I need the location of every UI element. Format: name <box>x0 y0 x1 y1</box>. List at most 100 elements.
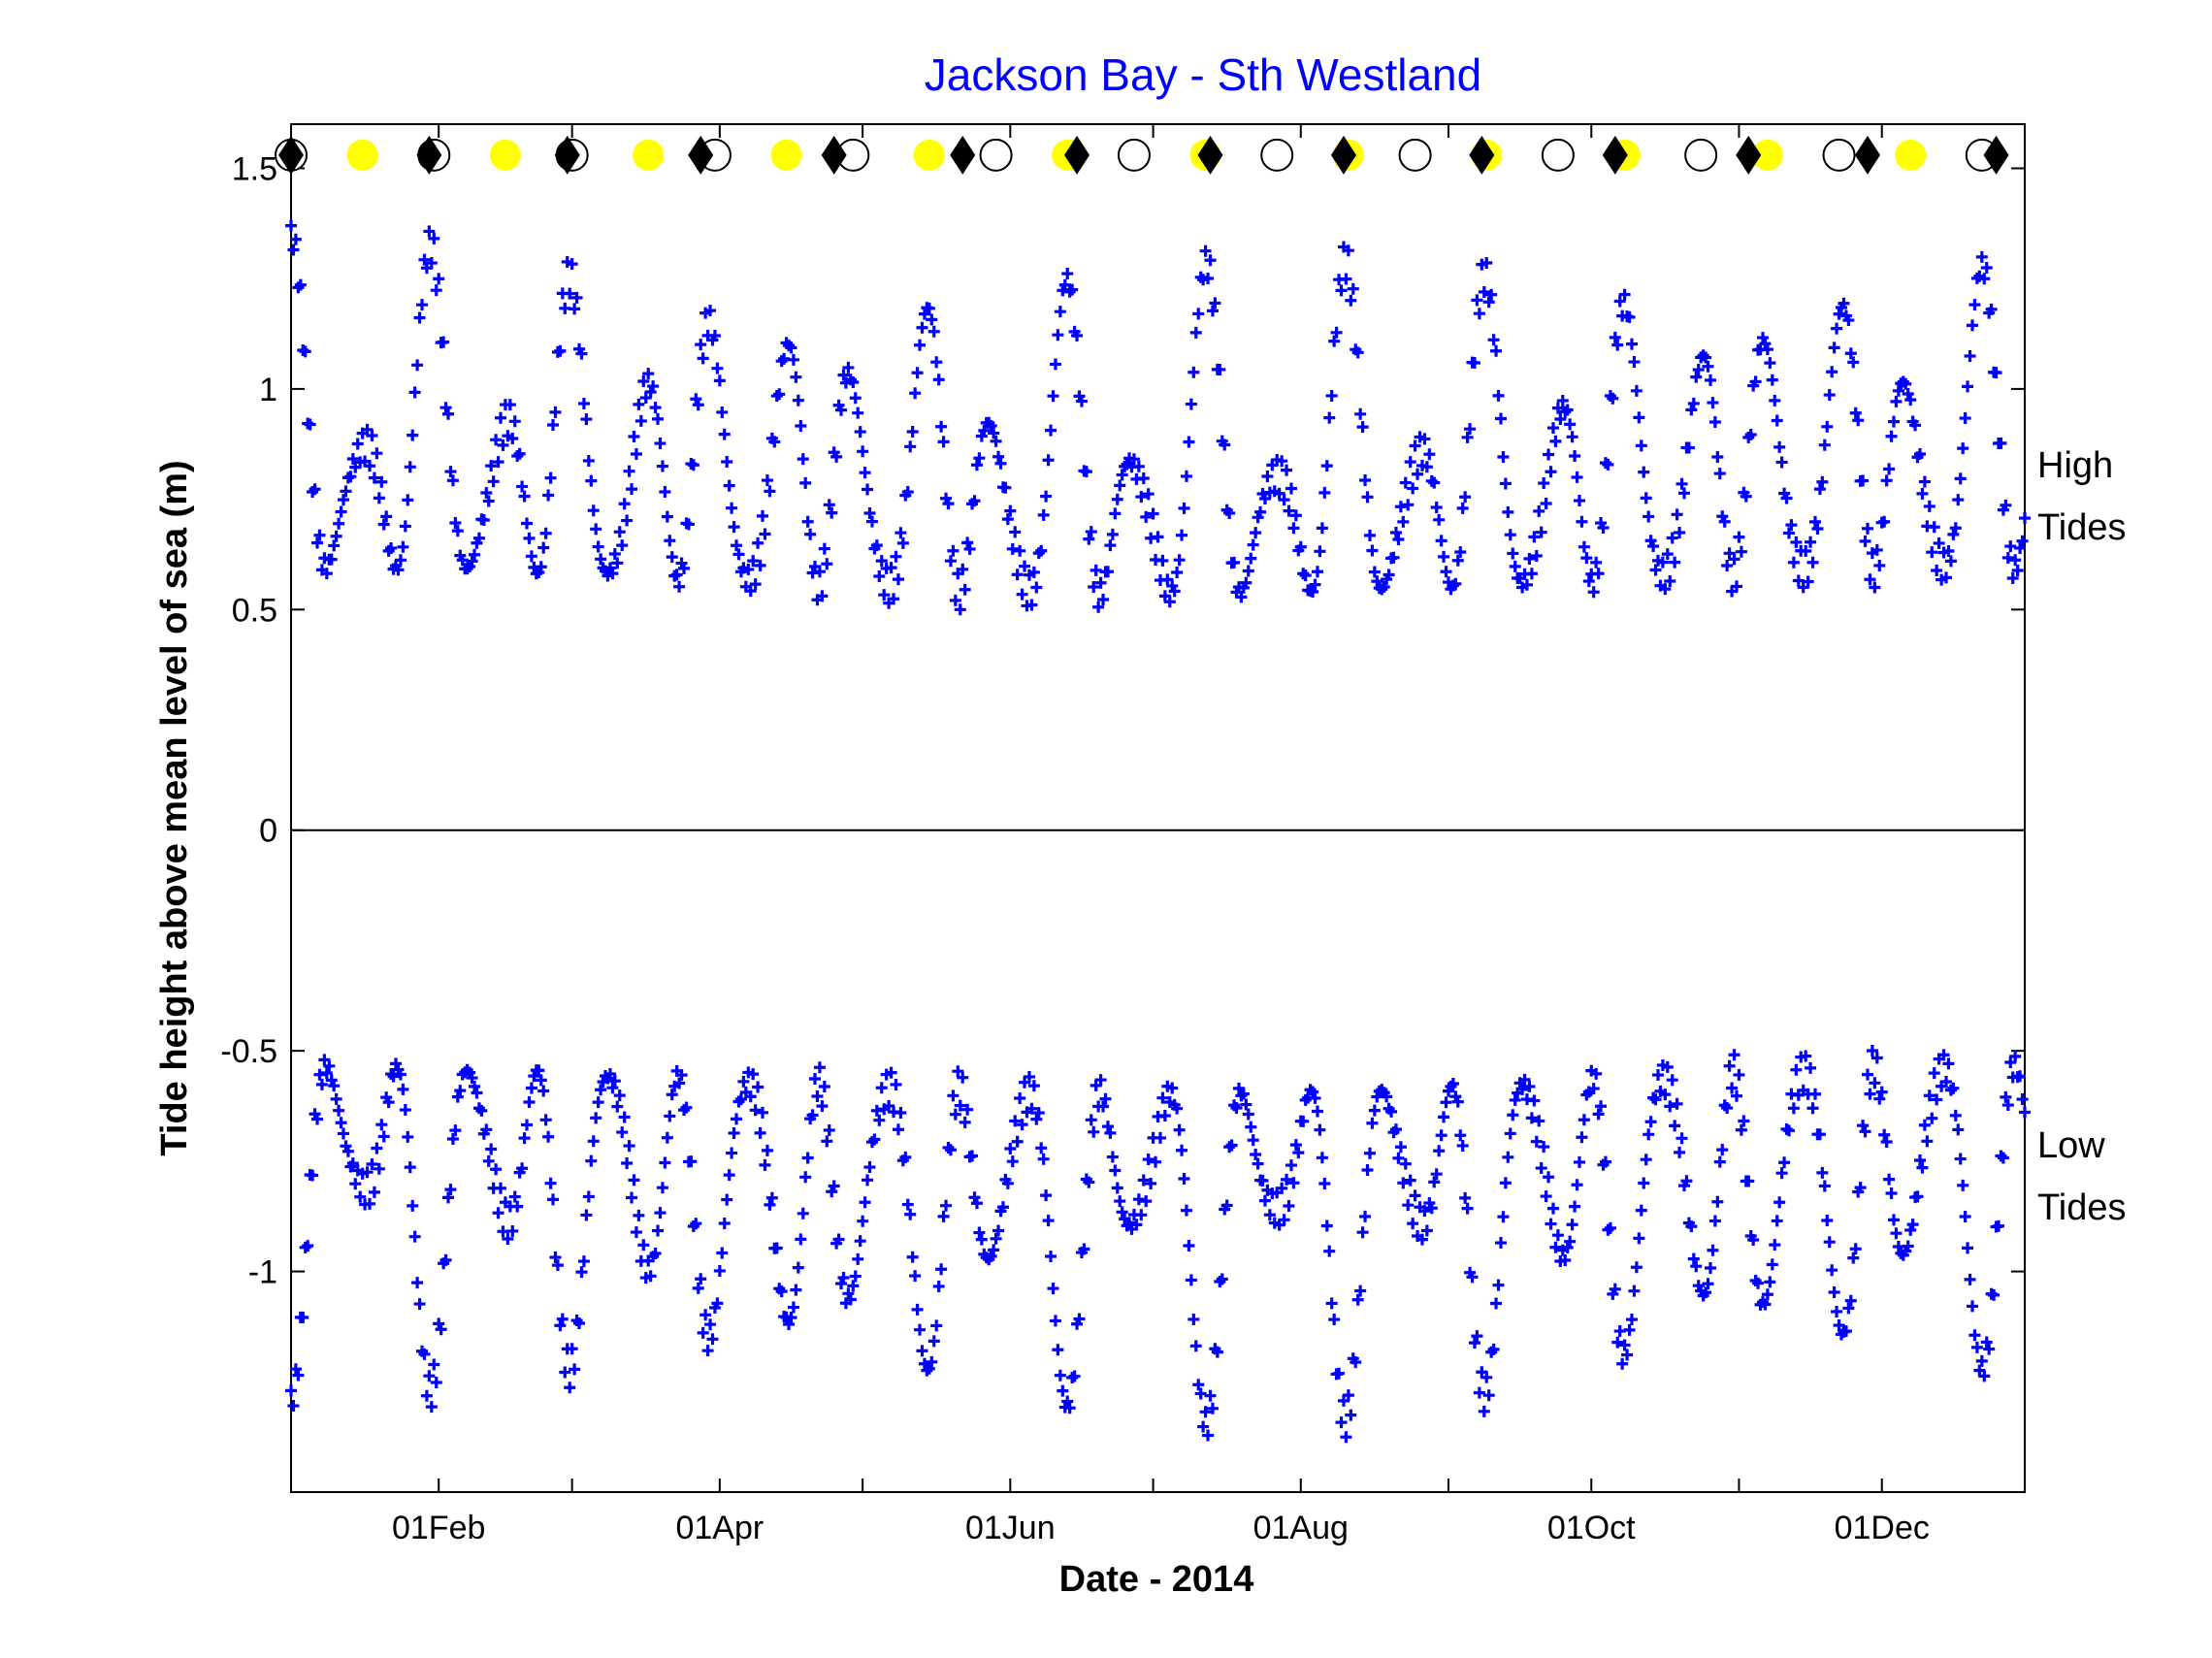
high-tide-point <box>1366 544 1379 557</box>
low-tide-point <box>1826 1264 1838 1277</box>
high-tide-point <box>1204 254 1217 267</box>
y-axis-label: Tide height above mean level of sea (m) <box>154 460 195 1155</box>
low-tide-point <box>1438 1111 1450 1123</box>
high-tide-point <box>1135 491 1148 504</box>
high-tide-point <box>1192 308 1205 320</box>
high-tide-point <box>1451 554 1464 567</box>
high-tide-point <box>1954 472 1967 485</box>
low-tide-point <box>618 1111 631 1123</box>
low-tide-point <box>1368 1104 1381 1117</box>
high-tide-point <box>1420 461 1433 473</box>
low-tide-point <box>1782 1124 1795 1137</box>
high-tide-point <box>1454 545 1467 558</box>
high-tide-point <box>768 436 781 448</box>
low-tide-point <box>837 1272 850 1284</box>
low-tide-point <box>2014 1070 2027 1083</box>
low-tide-point <box>1142 1154 1155 1166</box>
high-tide-point <box>1556 394 1569 406</box>
low-tide-point <box>809 1073 822 1086</box>
high-tide-point <box>1214 363 1226 375</box>
high-tide-point <box>1242 565 1254 577</box>
high-tide-point <box>1800 545 1812 558</box>
high-tide-point <box>613 526 626 538</box>
low-tide-point <box>842 1287 855 1300</box>
low-tide-point <box>1052 1344 1064 1356</box>
low-tide-point <box>1447 1078 1459 1090</box>
high-tide-point <box>764 485 776 498</box>
high-tide-point <box>1878 515 1891 528</box>
low-tide-point <box>338 1127 350 1140</box>
low-tide-point <box>444 1184 457 1196</box>
low-tide-point <box>721 1193 733 1206</box>
high-tide-point <box>1766 374 1778 386</box>
high-tide-point <box>865 515 878 528</box>
high-tide-point <box>1330 326 1343 339</box>
high-tide-point <box>1187 366 1200 378</box>
high-tide-point <box>1042 454 1055 467</box>
low-tide-point <box>1628 1284 1641 1297</box>
low-tide-point <box>1176 1144 1188 1156</box>
low-tide-point <box>1711 1195 1724 1208</box>
low-tide-point <box>1001 1177 1014 1189</box>
low-tide-point <box>1687 1252 1700 1265</box>
high-tide-point <box>747 555 760 568</box>
low-tide-point <box>292 1369 305 1382</box>
high-tide-point <box>504 399 516 411</box>
high-tide-point <box>2011 565 2024 577</box>
x-axis-label: Date - 2014 <box>1059 1559 1254 1600</box>
high-tide-point <box>926 313 938 326</box>
high-tide-point <box>1887 415 1900 428</box>
high-tide-point <box>1176 529 1188 541</box>
high-tide-point <box>413 311 426 324</box>
low-tide-point <box>313 1068 326 1081</box>
low-tide-point <box>1068 1370 1081 1382</box>
high-tide-point <box>451 525 464 537</box>
high-tide-point <box>1127 453 1140 466</box>
low-tide-point <box>770 1242 783 1254</box>
low-tide-point <box>973 1226 986 1239</box>
high-tide-point <box>1027 566 1040 578</box>
low-tide-point <box>926 1355 938 1368</box>
high-tide-point <box>1209 297 1221 309</box>
low-tide-point <box>1132 1193 1145 1206</box>
low-tide-point <box>1045 1250 1057 1262</box>
low-tide-point <box>390 1057 403 1070</box>
high-tide-point <box>289 233 302 245</box>
low-tide-point <box>373 1162 385 1175</box>
low-tide-point <box>1675 1132 1688 1145</box>
high-tide-point <box>480 487 493 500</box>
low-tide-point <box>1735 1123 1747 1136</box>
low-tide-point <box>644 1270 657 1283</box>
high-tide-point <box>438 336 450 348</box>
low-tide-point <box>1964 1273 1976 1285</box>
high-tide-point <box>397 540 409 553</box>
high-tide-point <box>823 499 835 511</box>
low-tide-point <box>1418 1205 1431 1218</box>
high-tide-point <box>564 287 576 300</box>
low-tide-point <box>704 1318 717 1331</box>
low-tide-point <box>525 1082 537 1094</box>
high-tide-point <box>1909 419 1922 432</box>
low-tide-point <box>354 1190 367 1203</box>
low-tide-point <box>832 1233 845 1246</box>
high-tide-point <box>1468 357 1480 370</box>
low-tide-point <box>1006 1155 1019 1168</box>
low-tide-point <box>883 1099 895 1112</box>
low-tide-point <box>1197 1420 1210 1433</box>
high-tide-point <box>1566 431 1578 443</box>
high-tide-point <box>1711 451 1724 464</box>
high-tide-point <box>959 583 971 596</box>
low-tide-point <box>1397 1177 1410 1189</box>
low-tide-point <box>1571 1179 1583 1191</box>
low-tide-point <box>1844 1294 1857 1307</box>
high-tide-point <box>821 558 833 570</box>
high-tide-point <box>1040 490 1053 503</box>
low-tide-point <box>885 1066 897 1079</box>
low-tide-point <box>539 1114 552 1126</box>
high-tide-point <box>947 544 960 557</box>
low-tide-point <box>1661 1060 1674 1073</box>
low-tide-point <box>1154 1131 1166 1144</box>
high-tide-point <box>721 455 733 468</box>
low-tide-point <box>1540 1190 1552 1203</box>
low-tide-point <box>697 1326 709 1339</box>
